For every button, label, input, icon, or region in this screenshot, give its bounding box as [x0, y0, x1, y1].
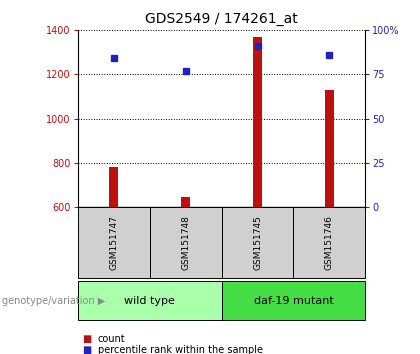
Text: ■: ■	[82, 334, 91, 344]
Text: GSM151745: GSM151745	[253, 215, 262, 270]
Bar	[253, 37, 262, 207]
Text: ■: ■	[82, 345, 91, 354]
Title: GDS2549 / 174261_at: GDS2549 / 174261_at	[145, 12, 298, 26]
Text: percentile rank within the sample: percentile rank within the sample	[98, 345, 263, 354]
Text: GSM151746: GSM151746	[325, 215, 334, 270]
Bar	[109, 167, 118, 207]
Text: wild type: wild type	[124, 296, 175, 306]
Text: GSM151747: GSM151747	[109, 215, 118, 270]
Text: genotype/variation ▶: genotype/variation ▶	[2, 296, 105, 306]
Bar	[325, 90, 334, 207]
Text: GSM151748: GSM151748	[181, 215, 190, 270]
Text: daf-19 mutant: daf-19 mutant	[254, 296, 333, 306]
Bar	[181, 197, 190, 207]
Text: count: count	[98, 334, 126, 344]
